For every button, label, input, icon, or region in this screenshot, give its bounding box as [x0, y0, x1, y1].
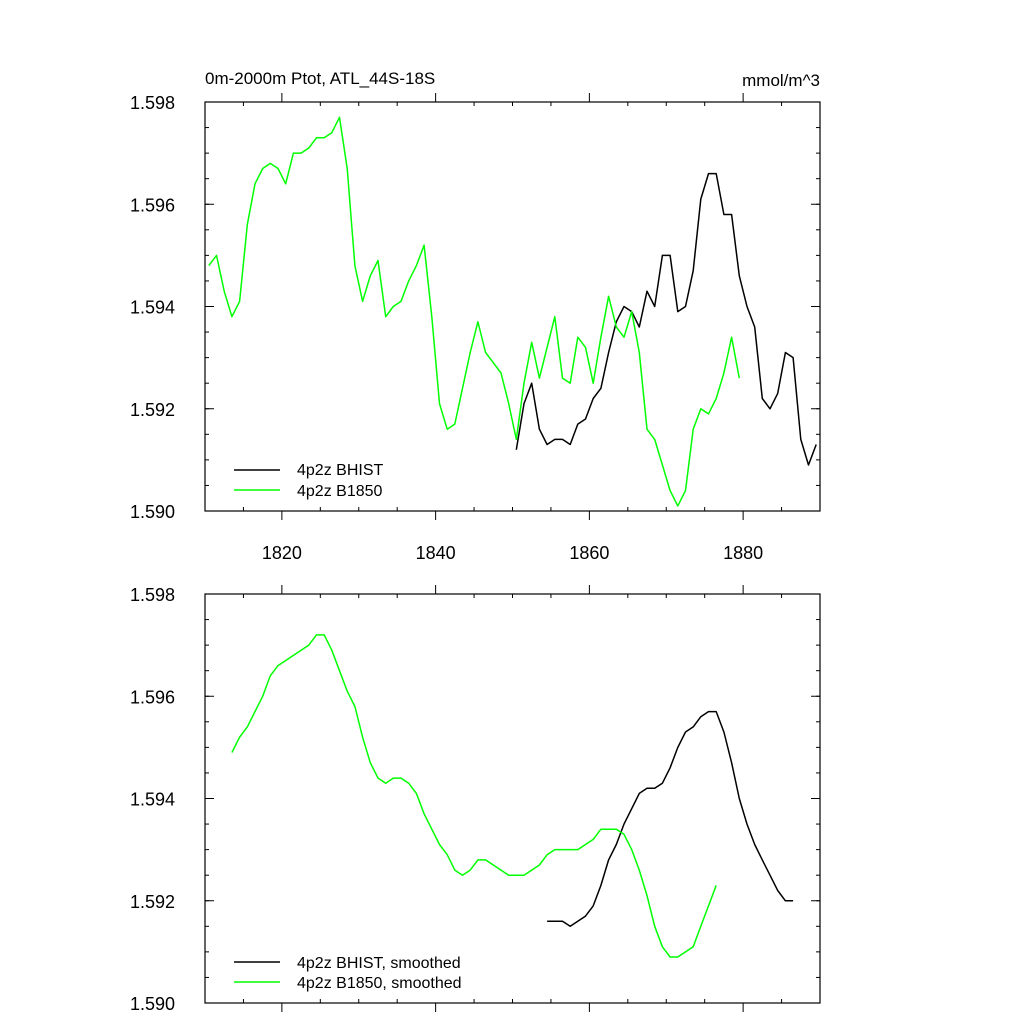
top-plot-area: 1820 1840 1860 1880 1.590 1.592 1.594 1.596 1.59… [130, 93, 821, 563]
bottom-y-tick-label: 1.592 [130, 892, 175, 912]
bottom-plot-frame [204, 593, 821, 1004]
legend-label-bhist-smoothed: 4p2z BHIST, smoothed [297, 955, 461, 972]
top-x-tick-label: 1820 [262, 543, 302, 563]
top-y-tick-label: 1.594 [130, 298, 175, 318]
bottom-series-4p2z-b1850-smoothed [231, 634, 717, 958]
top-series-4p2z-bhist [515, 172, 817, 466]
top-y-tick-label: 1.592 [130, 400, 175, 420]
top-panel: 0m-2000m Ptot, ATL_44S-18S mmol/m^3 1820… [130, 69, 821, 563]
top-y-tick-label: 1.590 [130, 502, 175, 522]
top-panel-title: 0m-2000m Ptot, ATL_44S-18S [205, 69, 435, 88]
bottom-y-tick-label: 1.596 [130, 687, 175, 707]
top-legend: 4p2z BHIST 4p2z B1850 [234, 462, 383, 500]
bottom-y-tick-label: 1.594 [130, 790, 175, 810]
top-panel-units: mmol/m^3 [742, 71, 820, 90]
top-y-tick-label: 1.598 [130, 93, 175, 113]
top-plot-frame [204, 101, 821, 512]
bottom-series-4p2z-bhist-smoothed [547, 710, 794, 928]
top-series-4p2z-b1850 [208, 116, 741, 507]
top-y-tick-label: 1.596 [130, 195, 175, 215]
bottom-y-tick-label: 1.598 [130, 585, 175, 605]
bottom-panel: 1.590 1.592 1.594 1.596 1.598 4p2z BHIST, sm… [130, 585, 821, 1014]
top-x-tick-label: 1840 [416, 543, 456, 563]
legend-label-b1850: 4p2z B1850 [297, 483, 383, 500]
legend-label-bhist: 4p2z BHIST [297, 462, 383, 479]
bottom-legend: 4p2z BHIST, smoothed 4p2z B1850, smoothe… [234, 955, 462, 992]
top-x-tick-label: 1880 [723, 543, 763, 563]
top-x-tick-label: 1860 [569, 543, 609, 563]
bottom-plot-area: 1.590 1.592 1.594 1.596 1.598 [130, 585, 821, 1014]
legend-label-b1850-smoothed: 4p2z B1850, smoothed [297, 975, 462, 992]
bottom-y-tick-label: 1.590 [130, 994, 175, 1014]
